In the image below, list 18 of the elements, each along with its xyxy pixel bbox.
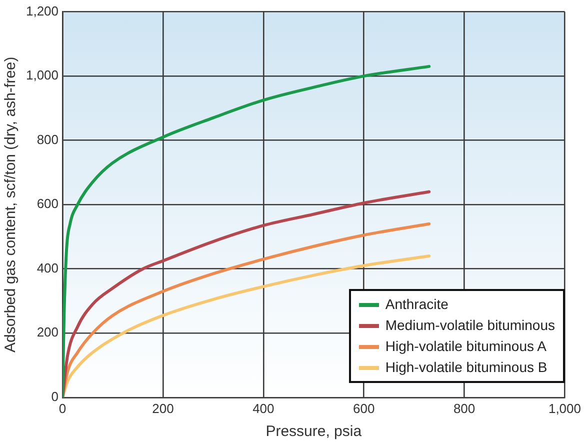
x-tick-label: 800 xyxy=(453,400,476,416)
y-axis-title: Adsorbed gas content, scf/ton (dry, ash-free) xyxy=(2,56,20,352)
legend-label: High-volatile bituminous B xyxy=(385,358,548,377)
y-tick-label: 600 xyxy=(36,196,59,212)
x-axis-title: Pressure, psia xyxy=(266,423,362,440)
y-tick-label: 800 xyxy=(36,132,59,147)
y-tick-label: 1,000 xyxy=(26,68,59,83)
legend-label: Anthracite xyxy=(385,295,448,314)
y-tick-label: 1,200 xyxy=(26,3,59,18)
legend-label: Medium-volatile bituminous xyxy=(385,316,555,335)
x-tick-label: 200 xyxy=(152,400,174,416)
legend-label: High-volatile bituminous A xyxy=(385,337,546,356)
y-tick-label: 0 xyxy=(51,388,59,404)
x-tick-label: 400 xyxy=(252,400,274,416)
y-tick-label: 200 xyxy=(36,324,59,340)
y-tick-label: 400 xyxy=(36,260,59,276)
x-tick-label: 600 xyxy=(353,400,375,416)
x-tick-label: 1,000 xyxy=(548,400,582,416)
